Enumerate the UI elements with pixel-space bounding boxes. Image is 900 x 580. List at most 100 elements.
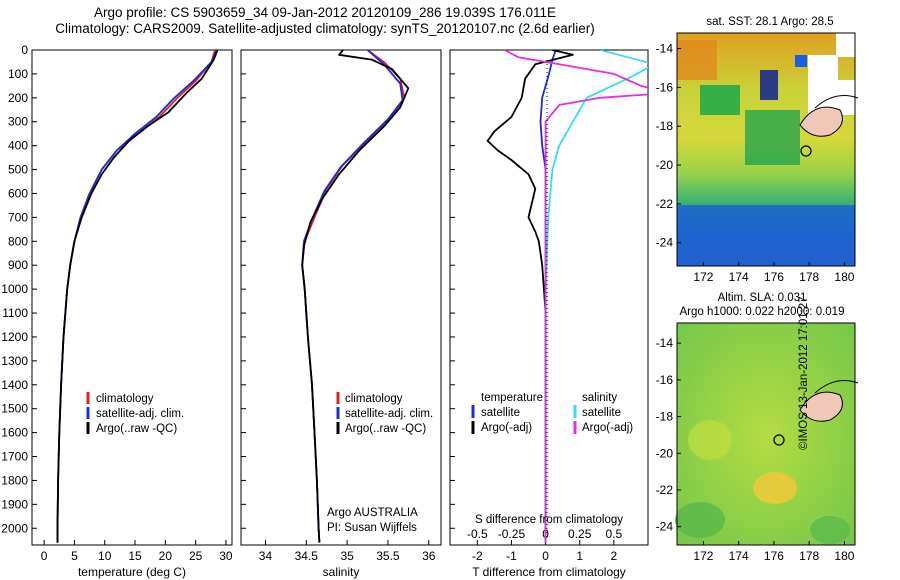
diff-legend-temperature-argo: Argo(-adj): [481, 422, 532, 434]
series-group-temperature-profile: [56, 50, 219, 543]
y-tick-label-100: 100: [8, 67, 28, 81]
sst-lon-label-176: 176: [764, 270, 784, 284]
sst-lon-label-172: 172: [693, 270, 713, 284]
temperature-legend: climatology satellite-adj. clim. Argo(..…: [86, 392, 184, 435]
x-tick-label-2-2: 2: [611, 549, 618, 563]
salinity-xlabel: salinity: [323, 565, 360, 579]
y-tick-label-1700: 1700: [1, 450, 28, 464]
sla-lon-label-178: 178: [799, 549, 819, 563]
y-tick-label-1800: 1800: [1, 473, 28, 487]
x-tick-label-0-5: 5: [71, 549, 78, 563]
y-tick-label-1100: 1100: [2, 306, 28, 320]
y-tick-label-1900: 1900: [1, 497, 28, 511]
sal-legend-satellite: satellite-adj. clim.: [345, 408, 433, 420]
sal-legend-climatology: climatology: [345, 393, 403, 405]
figure-title-line1: Argo profile: CS 5903659_34 09-Jan-2012 …: [93, 5, 557, 20]
y-tick-label-600: 600: [8, 186, 28, 200]
imos-credit: ©IMOS 13-Jan-2012 17:01:27: [798, 296, 811, 450]
x-tick-label-0-10: 10: [98, 549, 112, 563]
principal-investigator-label: PI: Susan Wijffels: [327, 522, 417, 534]
y-tick-label-200: 200: [8, 91, 28, 105]
y-tick-label-1600: 1600: [1, 426, 28, 440]
sla-lat-label--22: -22: [656, 483, 674, 497]
diff-legend-temperature-heading: temperature: [481, 392, 543, 404]
x-tick-label-0-0: 0: [41, 549, 48, 563]
y-tick-label-1200: 1200: [1, 330, 28, 344]
x-tick-label-0-20: 20: [159, 549, 173, 563]
y-tick-label-500: 500: [8, 163, 28, 177]
sla-lon-label-176: 176: [764, 549, 784, 563]
y-tick-label-1400: 1400: [1, 378, 28, 392]
x-tick-label-1-35: 35: [340, 549, 354, 563]
x-tick-label-2--1: -1: [506, 549, 517, 563]
y-tick-label-2000: 2000: [1, 521, 28, 535]
y-tick-label-800: 800: [8, 234, 28, 248]
sst-lon-label-178: 178: [799, 270, 819, 284]
argo-program-label: Argo AUSTRALIA: [327, 507, 418, 519]
x-tick-label-0-25: 25: [189, 549, 203, 563]
difference-axes: [449, 49, 649, 546]
series-difference-profile-3: [504, 50, 648, 543]
temp-legend-argo: Argo(..raw -QC): [96, 423, 177, 435]
x-tick-label-2-1: 1: [576, 549, 583, 563]
sla-lat-label--20: -20: [656, 446, 674, 460]
series-difference-profile-2: [544, 50, 648, 543]
sst-lat-label--14: -14: [656, 42, 674, 56]
y-tick-label-400: 400: [8, 139, 28, 153]
temperature-xlabel: temperature (deg C): [78, 565, 186, 579]
diff-legend-salinity-satellite: satellite: [582, 407, 621, 419]
sst-lat-label--16: -16: [656, 80, 674, 94]
sla-lon-label-172: 172: [693, 549, 713, 563]
sla-lat-label--18: -18: [656, 410, 674, 424]
series-temperature-profile-2: [56, 50, 219, 543]
figure-title-line2: Climatology: CARS2009. Satellite-adjuste…: [55, 21, 595, 36]
temp-legend-satellite: satellite-adj. clim.: [96, 408, 184, 420]
s-tick-label--0.25: -0.25: [498, 527, 526, 541]
s-tick-label-0.25: 0.25: [568, 527, 592, 541]
x-tick-label-1-34.5: 34.5: [295, 549, 319, 563]
diff-legend-salinity-heading: salinity: [582, 392, 617, 404]
sst-lat-label--20: -20: [656, 158, 674, 172]
temperature-axes: [31, 49, 233, 546]
difference-legend: temperature satellite Argo(-adj) salinit…: [471, 392, 633, 434]
x-tick-label-0-15: 15: [128, 549, 142, 563]
sst-lat-label--22: -22: [656, 197, 674, 211]
series-group-salinity-profile: [301, 50, 410, 543]
y-tick-label-700: 700: [8, 210, 28, 224]
sst-lon-label-174: 174: [729, 270, 749, 284]
series-salinity-profile-2: [301, 50, 410, 543]
sst-lat-label--18: -18: [656, 119, 674, 133]
diff-legend-salinity-argo: Argo(-adj): [582, 422, 633, 434]
y-tick-label-1300: 1300: [1, 354, 28, 368]
y-tick-label-900: 900: [8, 258, 28, 272]
sla-lat-label--24: -24: [656, 520, 674, 534]
sla-lat-label--16: -16: [656, 373, 674, 387]
y-tick-label-1500: 1500: [1, 402, 28, 416]
x-tick-label-1-34: 34: [259, 549, 273, 563]
s-tick-label--0.5: -0.5: [467, 527, 488, 541]
s-tick-label-0.5: 0.5: [606, 527, 623, 541]
y-tick-label-1000: 1000: [1, 282, 28, 296]
sal-legend-argo: Argo(..raw -QC): [345, 423, 426, 435]
sst-lat-label--24: -24: [656, 236, 674, 250]
y-tick-label-0: 0: [21, 43, 28, 57]
sst-lon-label-180: 180: [834, 270, 854, 284]
x-tick-label-0-30: 30: [219, 549, 233, 563]
sla-lat-label--14: -14: [656, 336, 674, 350]
s-difference-xlabel: S difference from climatology: [475, 514, 623, 526]
sla-map: [675, 322, 859, 546]
x-tick-label-2--2: -2: [472, 549, 483, 563]
sla-float-position-marker: [773, 434, 785, 446]
salinity-legend: climatology satellite-adj. clim. Argo(..…: [336, 392, 433, 435]
temp-legend-climatology: climatology: [96, 393, 154, 405]
x-tick-label-1-36: 36: [422, 549, 436, 563]
sla-lon-label-180: 180: [834, 549, 854, 563]
sst-map-title: sat. SST: 28.1 Argo: 28.5: [706, 16, 833, 28]
x-tick-label-1-35.5: 35.5: [376, 549, 400, 563]
t-difference-xlabel: T difference from climatology: [472, 565, 626, 579]
sla-map-title: Altim. SLA: 0.031: [718, 292, 807, 304]
sst-map: [676, 32, 859, 267]
sla-map-subtitle: Argo h1000: 0.022 h2000: 0.019: [680, 306, 845, 318]
salinity-axes: [240, 49, 442, 546]
